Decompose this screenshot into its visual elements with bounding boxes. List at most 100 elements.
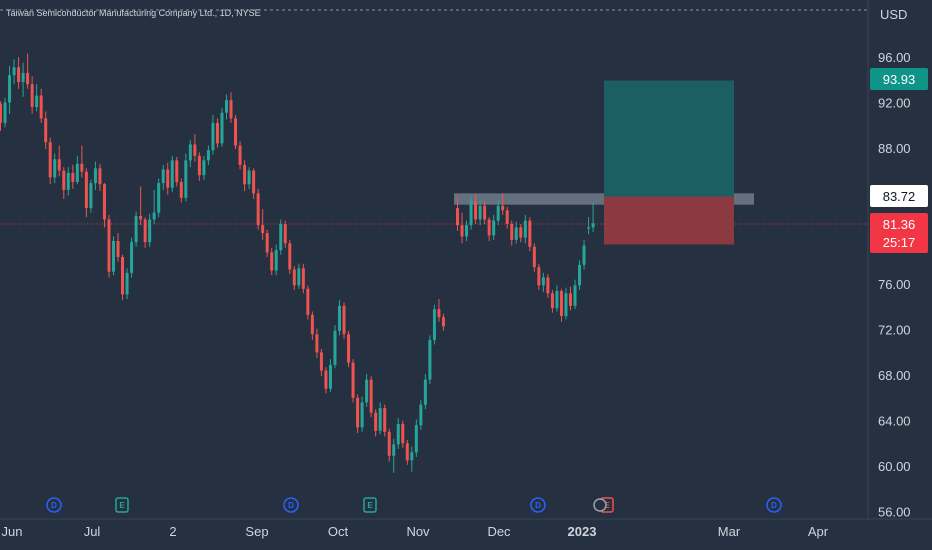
- candle-body: [256, 193, 260, 226]
- position-zones[interactable]: [454, 80, 754, 245]
- chart-title: Taiwan Semiconductor Manufacturing Compa…: [6, 8, 261, 18]
- candle-body: [229, 100, 233, 119]
- event-letter: E: [367, 501, 373, 510]
- candle-body: [17, 67, 21, 82]
- target-zone[interactable]: [604, 80, 734, 197]
- candle-body: [347, 334, 351, 363]
- candle-body: [528, 220, 532, 247]
- candle-body: [460, 225, 464, 237]
- candle-body: [80, 163, 84, 172]
- candle-body: [30, 84, 34, 107]
- price-tick-label: 96.00: [878, 50, 911, 65]
- last-price-tag-label: 81.36: [883, 217, 916, 232]
- price-tick-label: 72.00: [878, 323, 911, 338]
- candle-body: [474, 201, 478, 220]
- candle-body: [564, 293, 568, 317]
- entry-price-tag: [870, 185, 928, 207]
- split-marker-icon[interactable]: [593, 498, 607, 512]
- candle-body: [365, 379, 369, 403]
- candle-body: [301, 268, 305, 289]
- candle-body: [360, 402, 364, 428]
- candle-body: [351, 362, 355, 398]
- candle-body: [98, 168, 102, 185]
- candle-body: [184, 160, 188, 198]
- event-letter: E: [604, 501, 610, 510]
- candle-body: [283, 224, 287, 244]
- candle-body: [225, 100, 228, 113]
- candle-body: [410, 452, 414, 461]
- dividend-marker[interactable]: [530, 497, 546, 513]
- candle-body: [550, 293, 554, 309]
- currency-label: USD: [880, 7, 907, 22]
- candle-body: [383, 408, 387, 432]
- candle-body: [319, 352, 323, 371]
- candle-body: [569, 293, 572, 306]
- event-letter: D: [288, 501, 294, 510]
- countdown-tag: [870, 231, 928, 253]
- candle-body: [197, 155, 201, 176]
- candle-body: [102, 184, 106, 220]
- candle-body: [247, 170, 251, 185]
- candle-body: [35, 95, 39, 107]
- candle-body: [378, 408, 382, 431]
- candle-body: [387, 431, 391, 456]
- price-tick-label: 92.00: [878, 95, 911, 110]
- candle-body: [537, 267, 541, 286]
- last-price-tag: [870, 213, 928, 235]
- candle-body: [342, 305, 346, 335]
- candle-body: [532, 246, 536, 268]
- candle-body: [315, 334, 319, 353]
- candle-body: [306, 288, 310, 315]
- candle-body: [75, 163, 79, 182]
- candle-body: [143, 219, 147, 243]
- dividend-marker[interactable]: [46, 497, 62, 513]
- candle-body: [428, 339, 432, 380]
- event-letter: D: [771, 501, 777, 510]
- candle-body: [89, 183, 93, 209]
- earnings-marker[interactable]: [115, 497, 129, 513]
- entry-price-tag-label: 83.72: [883, 189, 916, 204]
- candle-body: [3, 102, 7, 123]
- candle-body: [175, 160, 179, 182]
- time-tick-label: Dec: [487, 524, 511, 539]
- event-letter: D: [51, 501, 57, 510]
- candle-body: [423, 379, 427, 405]
- dividend-marker[interactable]: [766, 497, 782, 513]
- candle-body: [134, 216, 138, 243]
- candle-body: [519, 227, 523, 238]
- candle-body: [374, 412, 378, 431]
- candle-body: [48, 142, 52, 178]
- candle-body: [125, 272, 129, 295]
- candle-body: [396, 423, 400, 445]
- candle-body: [202, 160, 206, 176]
- candle-body: [8, 75, 12, 103]
- candle-body: [215, 122, 219, 144]
- time-tick-label: Apr: [808, 524, 829, 539]
- candle-body: [139, 216, 143, 220]
- candle-body: [578, 264, 582, 286]
- time-tick-label: Sep: [245, 524, 268, 539]
- earnings-marker[interactable]: [363, 497, 377, 513]
- candle-body: [555, 291, 559, 309]
- candle-body: [44, 118, 48, 143]
- candle-body: [252, 170, 256, 194]
- candle-body: [130, 242, 134, 273]
- stop-zone[interactable]: [604, 196, 734, 245]
- dividend-marker[interactable]: [283, 497, 299, 513]
- time-tick-label: Mar: [718, 524, 741, 539]
- candle-body: [441, 317, 445, 327]
- candle-body: [166, 169, 170, 188]
- candle-body: [369, 379, 373, 413]
- time-tick-label: Jul: [84, 524, 101, 539]
- candle-body: [510, 224, 514, 240]
- candle-body: [546, 277, 550, 294]
- time-axis[interactable]: Jun Jul 2 Sep Oct Nov Dec 2023 Mar Apr: [2, 524, 829, 539]
- price-tick-label: 56.00: [878, 504, 911, 519]
- candle-body: [501, 205, 505, 211]
- candle-body: [469, 201, 473, 226]
- candle-body: [188, 144, 192, 161]
- candle-body: [432, 309, 436, 340]
